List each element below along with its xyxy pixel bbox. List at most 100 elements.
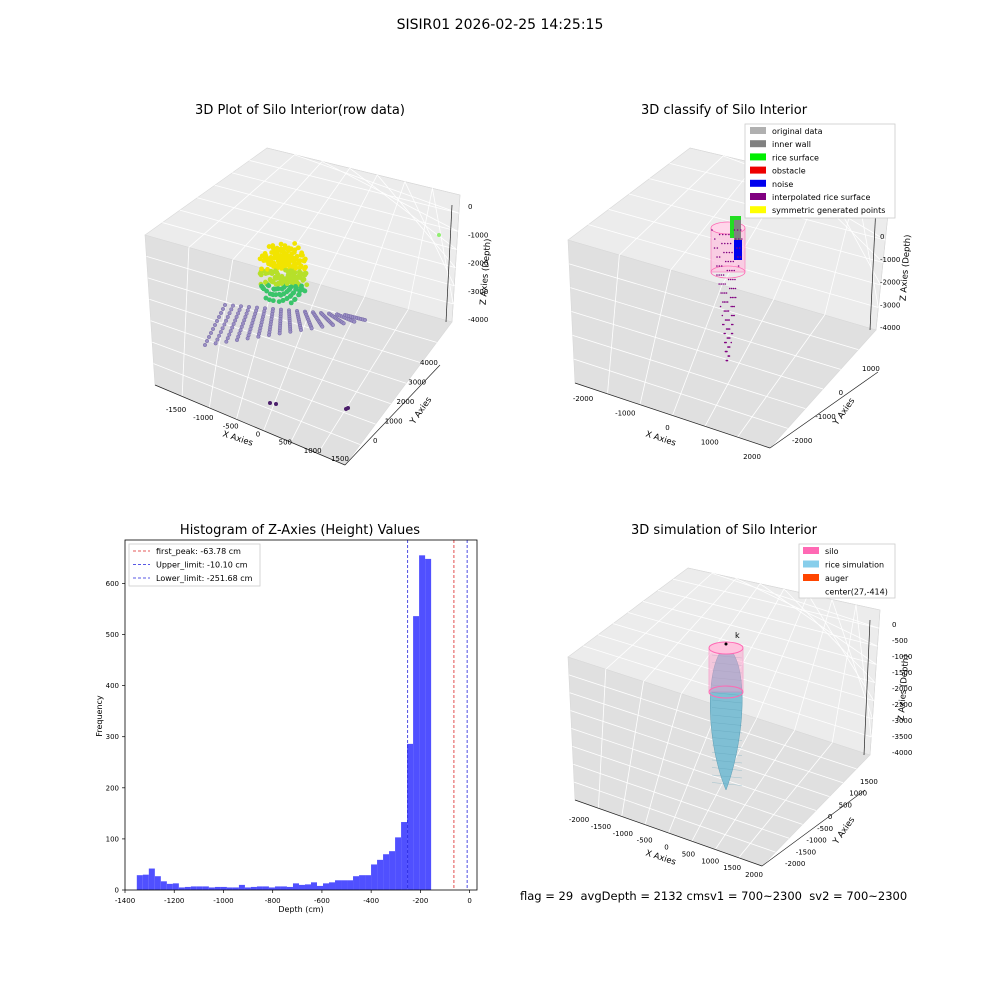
raw-x-tick-label: 0: [256, 431, 260, 439]
raw-grid-line: [294, 154, 459, 214]
classify-point: [737, 265, 740, 267]
raw-point: [238, 304, 243, 309]
sim-rice-mesh: [711, 722, 743, 726]
classify-point: [722, 301, 724, 303]
sim-rice-mesh: [711, 714, 743, 719]
sim-silo-cylinder: [708, 647, 744, 693]
histogram-bar: [142, 874, 149, 890]
histogram-bar: [280, 886, 287, 890]
sim-y-tick-label: -1000: [806, 837, 826, 845]
raw-point: [286, 287, 291, 293]
classify-point: [739, 256, 742, 258]
raw-point: [222, 303, 227, 308]
classify-point: [721, 323, 724, 326]
raw-point: [270, 291, 275, 297]
raw-point: [274, 270, 280, 275]
histogram-bar: [347, 880, 354, 890]
raw-point: [271, 286, 277, 292]
raw-point: [294, 254, 300, 259]
sim-legend-label: center(27,-414): [825, 588, 888, 597]
classify-point: [737, 256, 739, 258]
raw-point: [267, 276, 273, 282]
raw-point: [268, 401, 272, 405]
raw-point: [242, 318, 247, 323]
classify-point: [713, 238, 716, 240]
classify-point: [732, 323, 734, 326]
raw-grid-line: [320, 174, 378, 285]
raw-grid-line: [152, 341, 376, 425]
classify-point: [724, 242, 726, 245]
raw-grid-line: [147, 277, 422, 364]
classify-point: [723, 301, 726, 303]
raw-z-tick-label: -3000: [468, 288, 488, 296]
histogram-x-tick-label: -1400: [115, 897, 135, 905]
sim-grid-line: [738, 742, 833, 859]
histogram-bar: [220, 886, 227, 890]
histogram-bar: [377, 859, 384, 890]
raw-point: [437, 233, 441, 237]
classify-point: [732, 278, 734, 281]
raw-point: [256, 334, 261, 339]
sim-y-tick-label: 1000: [849, 790, 867, 798]
classify-point: [727, 310, 730, 312]
raw-point: [239, 324, 244, 329]
classify-point: [718, 265, 721, 267]
histogram-bar: [341, 880, 348, 890]
raw-point: [237, 307, 242, 312]
raw-point: [236, 311, 241, 316]
classify-point: [727, 346, 729, 348]
raw-point: [273, 252, 279, 258]
histogram-y-tick-label: 0: [115, 887, 119, 895]
histogram-bar: [413, 616, 420, 890]
histogram-bar: [298, 884, 305, 890]
raw-point: [234, 338, 239, 343]
classify-point: [718, 283, 720, 285]
sim-rice-mesh: [711, 767, 743, 771]
histogram-bar: [154, 876, 161, 890]
classify-point: [727, 260, 730, 263]
classify-point: [726, 310, 728, 312]
classify-point: [725, 233, 727, 236]
classify-y-tick-label: 1000: [862, 365, 880, 373]
classify-point: [734, 287, 737, 290]
raw-grid-line: [149, 298, 407, 384]
raw-x-axis-line: [154, 384, 346, 466]
classify-point: [724, 260, 727, 263]
raw-point: [257, 271, 263, 276]
histogram-bar: [190, 886, 197, 890]
raw-point: [293, 265, 299, 271]
classify-x-axis-line: [574, 382, 771, 449]
raw-y-tick-label: 4000: [420, 359, 438, 367]
raw-point: [212, 323, 217, 328]
raw-y-axis-line: [344, 364, 441, 466]
classify-point: [720, 292, 722, 294]
raw-y-tick-label: 1000: [385, 418, 403, 426]
raw-point: [303, 270, 309, 276]
classify-point: [726, 337, 729, 339]
raw-point: [282, 255, 288, 260]
raw-point: [268, 268, 274, 274]
classify-point: [718, 274, 720, 276]
sim-grid-line: [807, 594, 875, 701]
histogram-plot: -1400 -1200 -1000 -800 -600 -400 -200 0 0 100 200 3…: [95, 539, 478, 914]
sim-grid-line: [627, 612, 876, 683]
classify-inner-wall: [734, 220, 741, 245]
raw-point: [236, 334, 241, 339]
classify-point: [731, 251, 733, 254]
raw-z-tick-label: 0: [468, 203, 472, 211]
classify-point: [728, 233, 730, 236]
raw-point: [276, 299, 282, 305]
sim-grid-line: [831, 604, 857, 743]
sim-x-tick-label: -1500: [591, 823, 611, 831]
classify-point: [732, 314, 734, 317]
classify-point: [732, 260, 735, 263]
classify-z-tick-label: -1000: [880, 256, 900, 264]
raw-point: [263, 279, 268, 285]
classify-y-tick-label: -1000: [815, 413, 835, 421]
raw-point: [230, 303, 235, 308]
raw-point: [227, 311, 232, 316]
classify-point: [733, 314, 735, 317]
sim-grid-line: [573, 763, 790, 839]
raw-point: [274, 402, 278, 406]
classify-legend-label: noise: [772, 180, 793, 189]
